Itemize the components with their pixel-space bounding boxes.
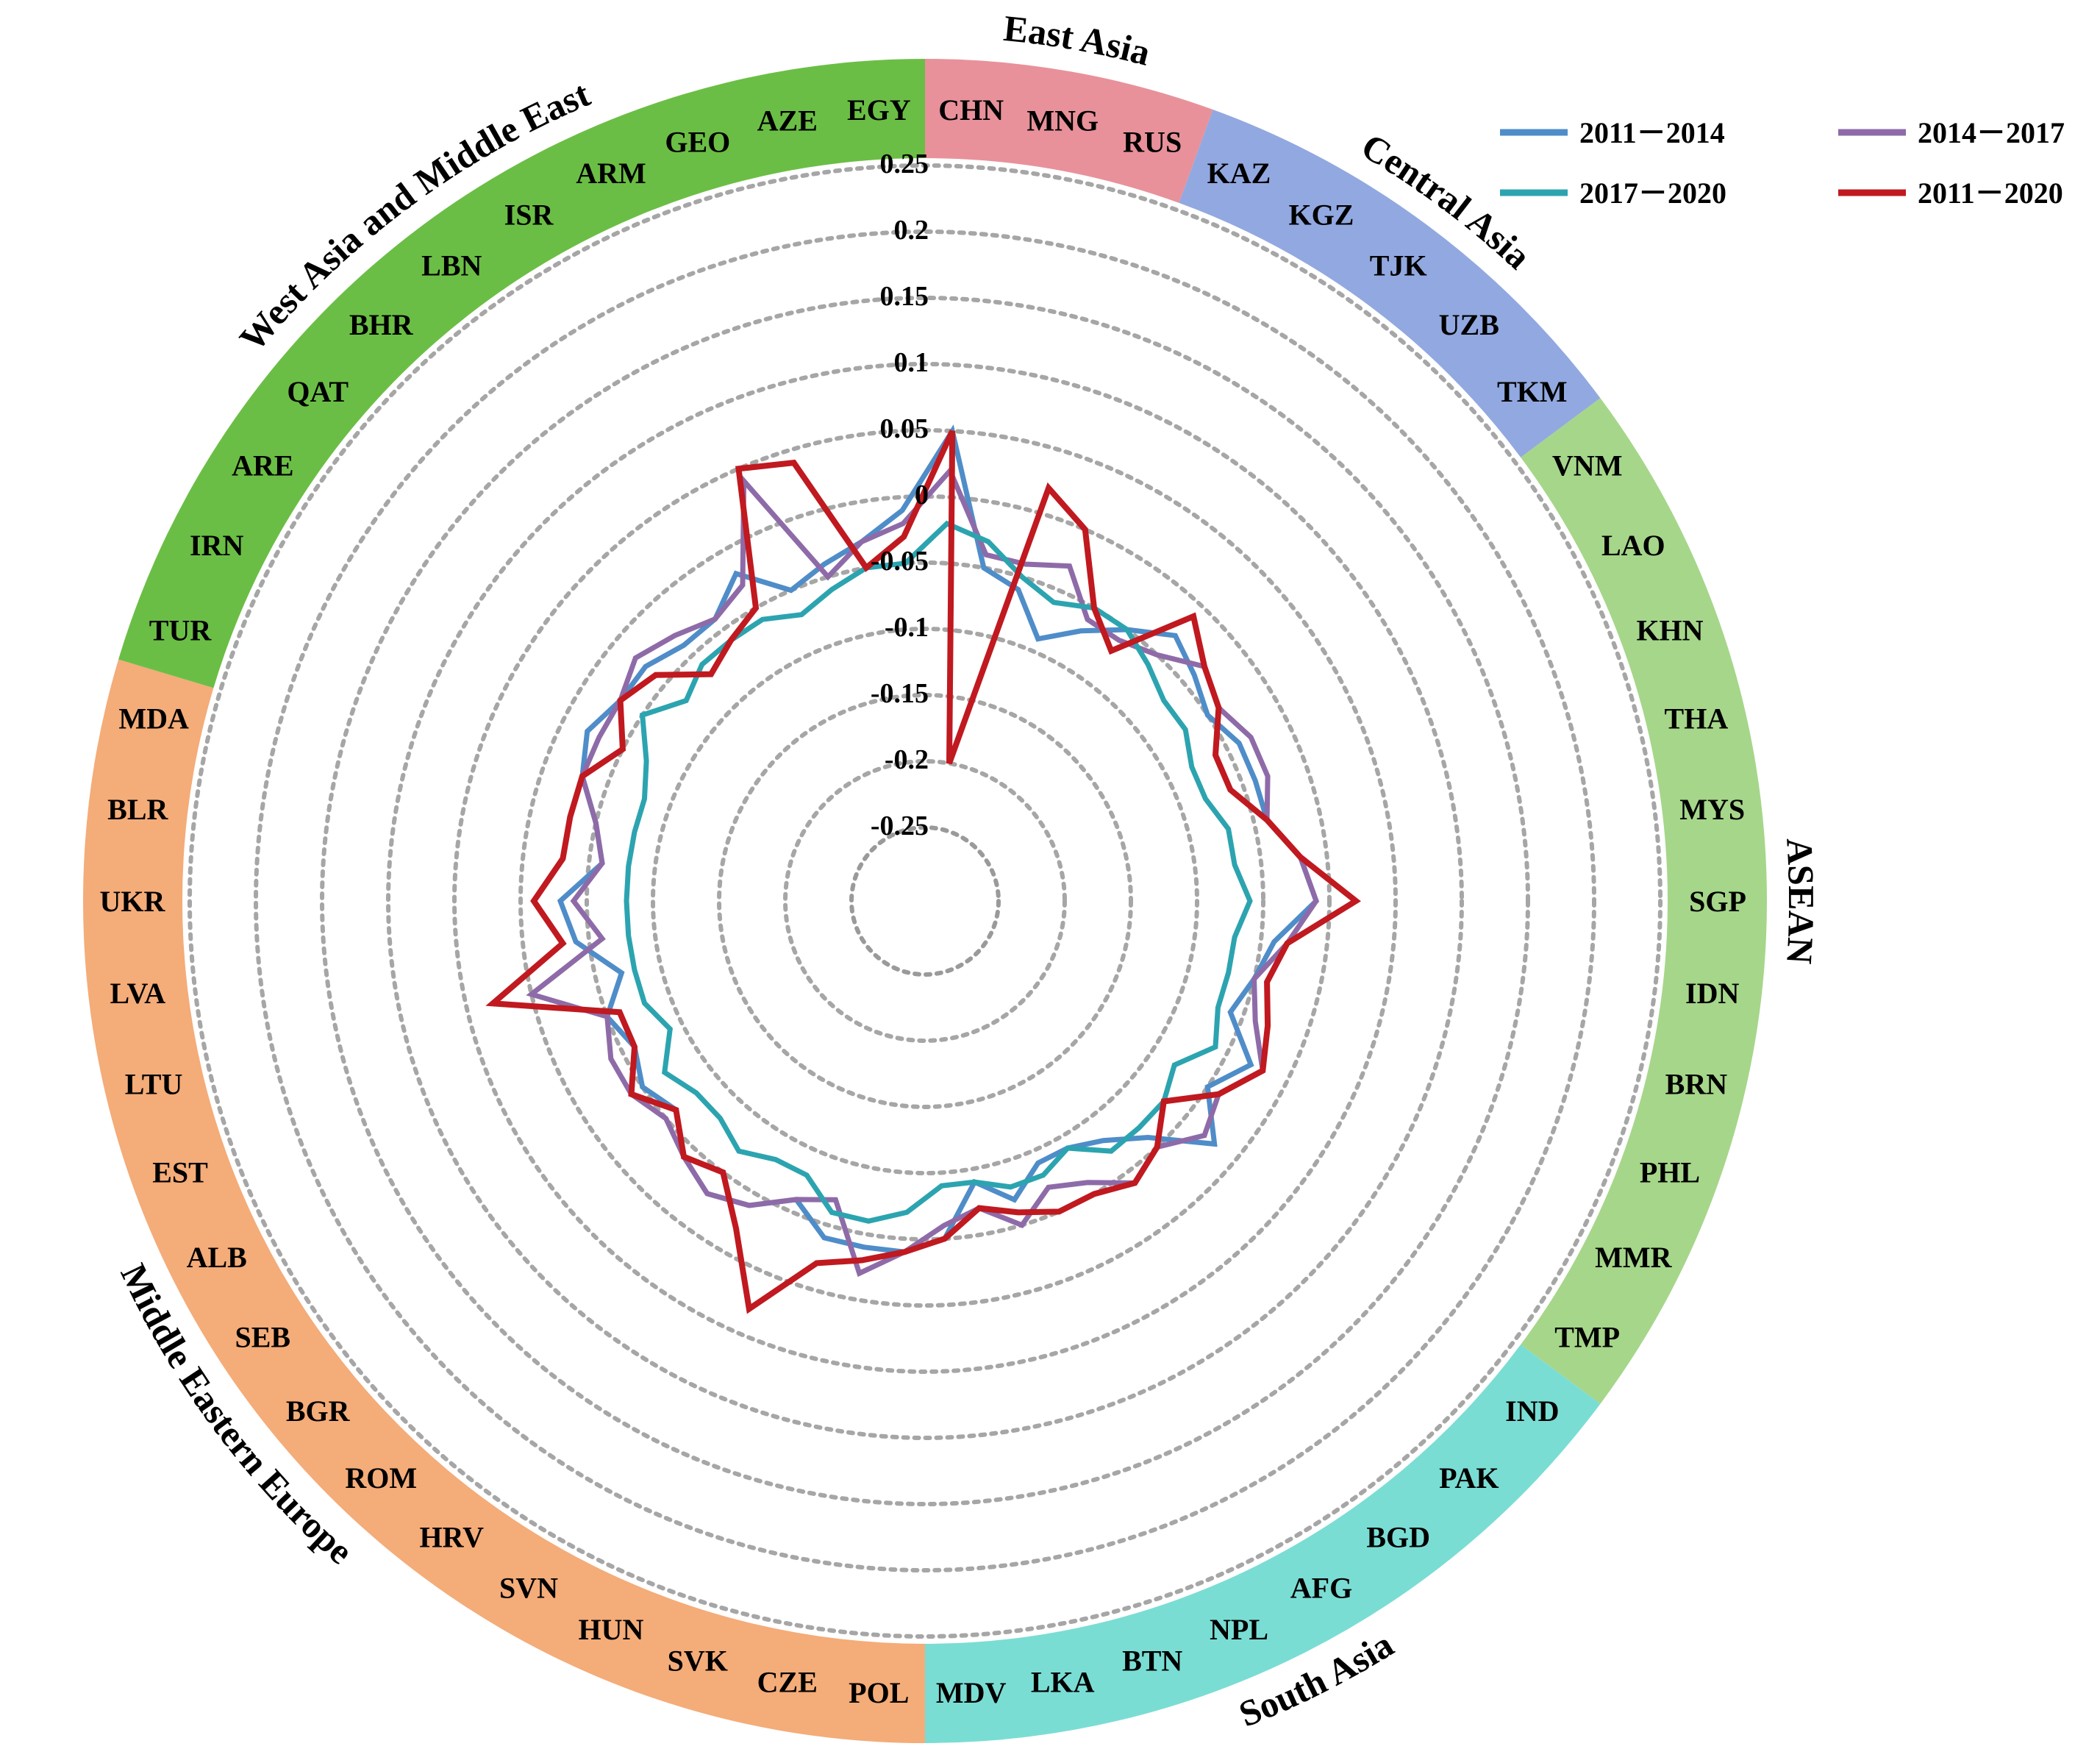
grid-circle [386,362,1464,1440]
category-label-tur: TUR [149,613,213,646]
category-label-tjk: TJK [1370,249,1427,282]
tick-label: -0.05 [871,546,929,577]
grid-circle [320,296,1530,1506]
legend-label-2: 2017－2020 [1579,177,1726,210]
category-label-tkm: TKM [1497,375,1568,408]
category-label-pol: POL [849,1676,909,1709]
category-label-khn: KHN [1636,613,1703,646]
tick-label: -0.15 [871,678,929,709]
tick-label: -0.2 [885,744,929,775]
series-line-0 [557,424,1320,1255]
region-band-4 [82,659,926,1743]
region-band-1 [1179,110,1601,457]
category-label-are: ARE [232,449,293,482]
tick-label: 0 [915,480,929,510]
legend-label-0: 2011－2014 [1579,116,1725,149]
series-line-3 [485,430,1361,1314]
tick-label: 0.15 [880,281,929,312]
legend-label-3: 2011－2020 [1918,177,2063,210]
category-label-qat: QAT [287,375,349,408]
tick-label: 0.05 [880,413,929,444]
grid [188,163,1663,1639]
category-label-geo: GEO [665,125,730,158]
category-label-lbn: LBN [421,249,482,282]
category-label-kgz: KGZ [1289,198,1354,231]
tick-labels: 0.25 0.2 0.15 0.1 0.05 0 -0.05 -0.1 -0.15 -0.2 -0.… [871,149,929,841]
category-label-pak: PAK [1439,1461,1499,1495]
series-lines [485,424,1361,1314]
series-line-2 [624,520,1253,1224]
category-label-irn: IRN [190,529,243,562]
tick-label: 0.2 [894,215,929,246]
category-label-vnm: VNM [1552,449,1623,482]
category-label-sgp: SGP [1689,885,1746,918]
category-label-lao: LAO [1601,529,1665,562]
category-label-idn: IDN [1685,977,1739,1010]
category-label-ltu: LTU [125,1068,183,1101]
region-band-5 [118,59,925,688]
grid-circle [717,693,1133,1109]
category-label-ukr: UKR [100,885,166,918]
category-label-brn: BRN [1665,1068,1728,1101]
region-label-0: East Asia [1001,7,1154,74]
legend: 2011－2014 2014－2017 2017－2020 2011－2020 [1500,116,2065,210]
category-label-phl: PHL [1640,1156,1700,1189]
grid-circle [651,627,1199,1175]
category-label-lka: LKA [1031,1666,1095,1699]
category-label-bhr: BHR [349,308,414,341]
grid-circle [783,759,1067,1043]
category-label-tmp: TMP [1554,1320,1620,1353]
region-band-3 [925,1344,1601,1743]
region-ring [82,59,1768,1743]
category-label-rom: ROM [345,1461,417,1495]
category-labels: CHN MNG RUS KAZ KGZ TJK UZB TKM VNM LAO KHN THA MYS S… [100,93,1746,1709]
category-label-alb: ALB [187,1241,247,1274]
tick-label: -0.1 [885,612,929,643]
category-label-isr: ISR [504,198,554,231]
category-label-mda: MDA [118,702,189,735]
region-band-2 [1521,398,1768,1404]
category-label-mdv: MDV [936,1676,1007,1709]
category-label-btn: BTN [1122,1645,1182,1678]
category-label-rus: RUS [1123,125,1182,158]
tick-label: 0.25 [880,149,929,179]
category-label-est: EST [152,1156,208,1189]
category-label-seb: SEB [235,1320,290,1353]
category-label-blr: BLR [107,793,168,826]
region-band-0 [925,59,1213,203]
category-label-egy: EGY [847,93,911,127]
category-label-cze: CZE [757,1666,818,1699]
grid-circle [849,825,1001,977]
category-label-kaz: KAZ [1207,157,1271,190]
category-label-bgr: BGR [286,1394,351,1428]
category-label-svn: SVN [499,1572,558,1605]
category-label-ind: IND [1505,1394,1559,1428]
category-label-lva: LVA [110,977,165,1010]
category-label-afg: AFG [1290,1572,1352,1605]
category-label-hrv: HRV [420,1521,485,1554]
tick-label: -0.25 [871,811,929,841]
category-label-mng: MNG [1026,104,1099,137]
grid-circle [188,163,1663,1639]
category-label-aze: AZE [757,104,818,137]
category-label-chn: CHN [938,93,1004,127]
grid-circle [452,428,1398,1374]
category-label-tha: THA [1665,702,1729,735]
category-label-hun: HUN [579,1613,644,1646]
category-label-uzb: UZB [1439,308,1499,341]
region-label-2: ASEAN [1779,837,1822,965]
category-label-bgd: BGD [1366,1521,1430,1554]
legend-label-1: 2014－2017 [1918,116,2065,149]
category-label-mys: MYS [1679,793,1745,826]
grid-circle [518,494,1332,1308]
category-label-svk: SVK [668,1645,728,1678]
category-label-arm: ARM [576,157,646,190]
tick-label: 0.1 [894,347,929,378]
category-label-mmr: MMR [1595,1241,1673,1274]
category-label-npl: NPL [1210,1613,1268,1646]
series-line-1 [526,466,1319,1278]
grid-circle [254,229,1596,1572]
